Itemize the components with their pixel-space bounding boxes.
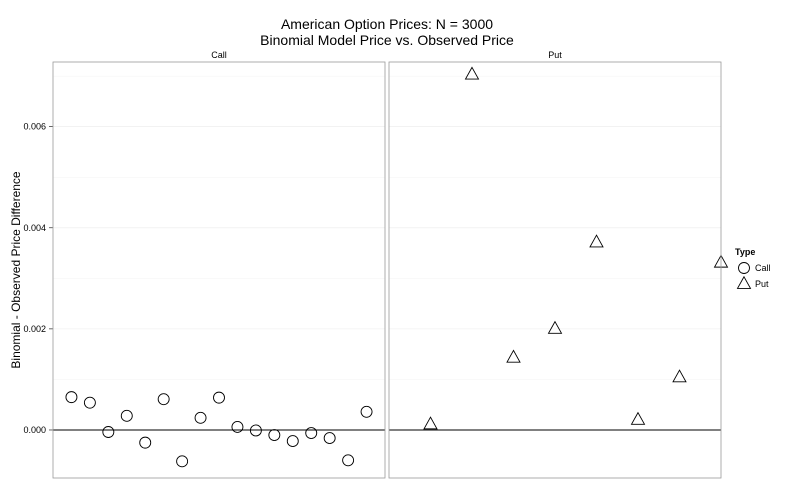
panel-border	[388, 61, 722, 479]
data-point-call	[360, 405, 373, 418]
data-point-call	[323, 432, 336, 445]
legend-item-call: Call	[738, 262, 771, 274]
data-point-call	[139, 436, 152, 449]
panel-border	[52, 61, 386, 479]
data-point-call	[120, 409, 133, 422]
chart-subtitle: Binomial Model Price vs. Observed Price	[260, 32, 514, 48]
data-point-put	[589, 234, 604, 248]
panel-call: Call	[52, 48, 386, 479]
data-point-call	[194, 411, 207, 424]
legend-item-put: Put	[736, 275, 769, 289]
legend-triangle-icon	[736, 275, 752, 289]
y-tick-label: 0.002	[23, 324, 46, 334]
panel-put: Put	[388, 48, 729, 479]
legend-title: Type	[735, 247, 755, 257]
data-point-call	[231, 420, 244, 433]
data-point-call	[157, 393, 170, 406]
data-point-call	[176, 455, 189, 468]
data-point-put	[672, 369, 687, 383]
data-point-put	[547, 320, 563, 334]
chart-title: American Option Prices: N = 3000	[281, 16, 493, 32]
legend-items: Call Put	[736, 262, 771, 289]
data-point-put	[464, 66, 480, 80]
data-point-call	[102, 426, 115, 438]
y-tick-label: 0.000	[23, 425, 46, 435]
strip-background	[53, 48, 385, 62]
data-point-put	[423, 416, 438, 430]
data-point-call	[213, 391, 225, 404]
strip-label: Put	[548, 50, 562, 60]
data-point-put	[506, 349, 521, 363]
y-tick-label: 0.004	[23, 223, 46, 233]
data-point-call	[249, 424, 262, 437]
legend-label: Call	[755, 263, 771, 273]
y-tick-label: 0.006	[23, 122, 46, 132]
y-axis-label: Binomial - Observed Price Difference	[9, 171, 23, 369]
legend-circle-icon	[738, 262, 750, 274]
legend: Type Call Put	[735, 247, 771, 289]
data-point-call	[83, 396, 96, 409]
data-point-call	[65, 391, 78, 404]
strip-background	[389, 48, 721, 62]
legend-label: Put	[755, 279, 769, 289]
data-point-call	[286, 435, 299, 448]
data-point-put	[630, 411, 646, 425]
strip-label: Call	[211, 50, 227, 60]
data-point-call	[268, 429, 281, 441]
data-point-call	[305, 427, 318, 439]
panels: 0.000 0.002 0.004 0.006 Call Put	[23, 48, 729, 479]
data-point-call	[342, 454, 355, 467]
